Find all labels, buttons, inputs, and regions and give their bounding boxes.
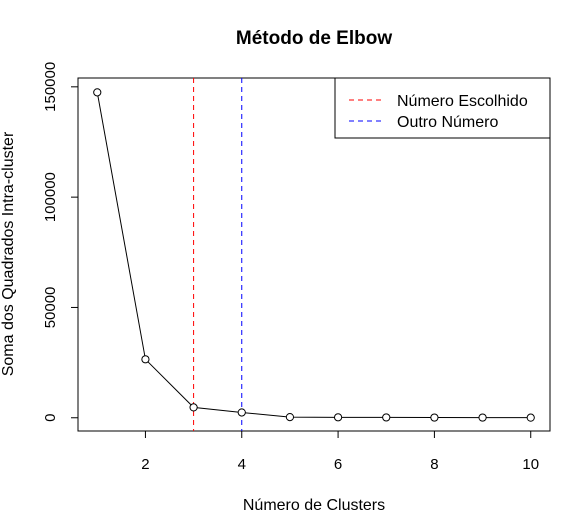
data-point — [430, 413, 439, 422]
data-point — [526, 413, 535, 422]
legend-entry: Número Escolhido — [397, 93, 528, 110]
data-point — [333, 413, 343, 422]
series-group — [93, 88, 535, 422]
chart-title: Método de Elbow — [236, 28, 392, 49]
y-axis-label: Soma dos Quadrados Intra-cluster — [0, 131, 17, 376]
y-tick-label: 0 — [42, 414, 59, 422]
data-point — [93, 88, 102, 97]
legend-box — [334, 77, 551, 139]
series-line — [96, 92, 531, 419]
y-tick-label: 50000 — [42, 287, 59, 329]
x-tick-label: 10 — [522, 456, 539, 473]
data-point — [141, 355, 150, 364]
y-axis: 0 50000 100000 150000 — [42, 62, 78, 422]
y-tick-label: 150000 — [42, 62, 59, 112]
x-tick-label: 8 — [430, 456, 438, 473]
data-point — [189, 403, 198, 412]
data-point — [285, 413, 295, 422]
y-tick-label: 100000 — [42, 172, 59, 222]
x-axis: 2 4 6 8 10 — [141, 431, 539, 473]
reference-lines — [193, 78, 243, 431]
x-tick-label: 2 — [141, 456, 149, 473]
data-point — [478, 413, 487, 422]
legend-entry: Outro Número — [397, 114, 498, 131]
x-tick-label: 6 — [334, 456, 342, 473]
x-axis-label: Número de Clusters — [243, 497, 385, 514]
plot-frame — [77, 77, 551, 432]
x-tick-label: 4 — [238, 456, 246, 473]
legend: Número Escolhido Outro Número — [334, 77, 551, 139]
data-point — [382, 413, 391, 422]
data-point — [237, 408, 246, 417]
